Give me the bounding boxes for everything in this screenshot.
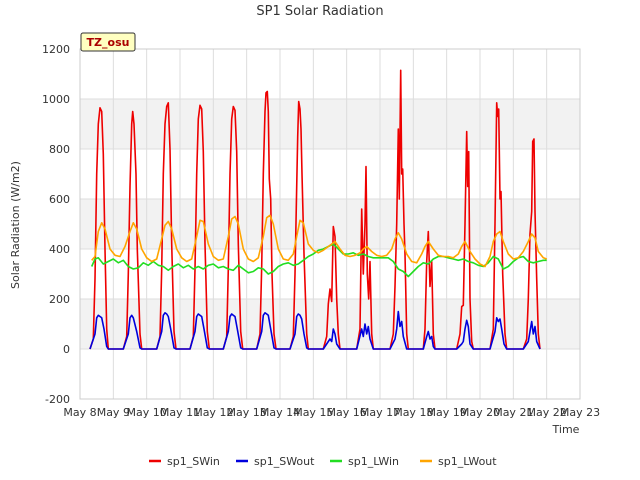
series-lines: [89, 69, 547, 350]
x-tick-label: May 21: [493, 406, 533, 419]
site-tag-label: TZ_osu: [87, 36, 130, 49]
plot-band: [80, 199, 580, 249]
legend: sp1_SWin sp1_SWout sp1_LWin sp1_LWout: [149, 455, 497, 468]
y-tick-label: 200: [49, 293, 70, 306]
x-axis-title: Time: [552, 423, 580, 436]
y-tick-label: -200: [45, 393, 70, 406]
y-tick-label: 0: [63, 343, 70, 356]
plot-band: [80, 99, 580, 149]
series-line-sp1_LWout: [91, 214, 547, 268]
y-axis-title: Solar Radiation (W/m2): [9, 161, 22, 289]
y-tick-label: 1000: [42, 93, 70, 106]
site-tag: TZ_osu: [80, 32, 136, 52]
x-tick-label: May 16: [327, 406, 367, 419]
x-tick-label: May 17: [360, 406, 400, 419]
x-tick-label: May 20: [460, 406, 500, 419]
plot-frame: [79, 48, 581, 400]
chart-title: SP1 Solar Radiation: [256, 4, 383, 19]
x-tick-label: May 14: [260, 406, 300, 419]
y-tick-label: 400: [49, 243, 70, 256]
legend-label-sp1_LWout: sp1_LWout: [438, 455, 497, 468]
x-tick-label: May 10: [127, 406, 167, 419]
plot-bands: [80, 99, 580, 349]
x-tick-label: May 18: [393, 406, 433, 419]
legend-label-sp1_SWout: sp1_SWout: [254, 455, 315, 468]
y-tick-label: 800: [49, 143, 70, 156]
x-tick-label: May 23: [560, 406, 600, 419]
y-tick-labels: -200 0 200 400 600 800 1000 1200: [42, 43, 70, 406]
x-tick-label: May 11: [160, 406, 200, 419]
x-tick-label: May 15: [293, 406, 333, 419]
x-tick-label: May 22: [527, 406, 567, 419]
legend-label-sp1_SWin: sp1_SWin: [167, 455, 220, 468]
y-tick-label: 1200: [42, 43, 70, 56]
x-tick-label: May 12: [193, 406, 233, 419]
series-line-sp1_SWin: [89, 69, 541, 350]
site-tag-box: [80, 32, 136, 52]
x-tick-label: May 13: [227, 406, 267, 419]
y-tick-label: 600: [49, 193, 70, 206]
x-tick-label: May 19: [427, 406, 467, 419]
legend-label-sp1_LWin: sp1_LWin: [348, 455, 399, 468]
series-line-sp1_LWin: [90, 243, 547, 278]
series-line-sp1_SWout: [89, 310, 541, 350]
x-tick-label: May 8: [63, 406, 96, 419]
x-tick-label: May 9: [97, 406, 130, 419]
